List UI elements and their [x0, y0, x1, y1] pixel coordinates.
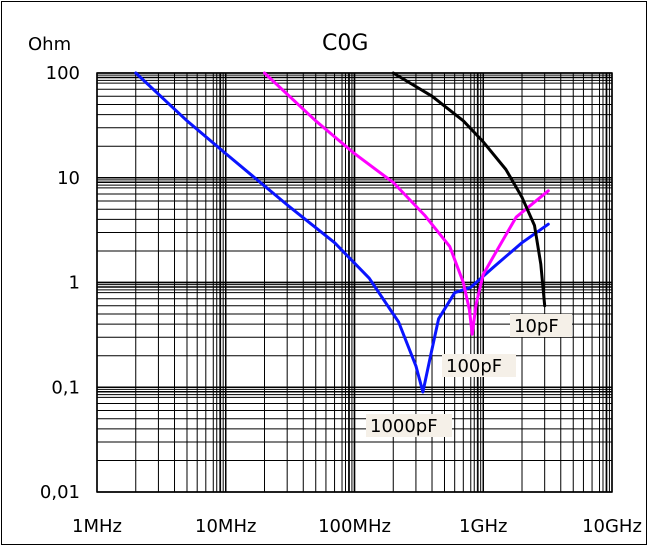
callout-label-100pF: 100pF: [446, 356, 502, 377]
axis-labels: Ohm C0G: [28, 31, 368, 56]
y-tick-label: 100: [46, 63, 80, 84]
x-tick-label: 1MHz: [72, 516, 122, 537]
y-tick-label: 0,01: [40, 482, 80, 503]
x-tick-label: 10MHz: [195, 516, 256, 537]
x-tick-label: 100MHz: [318, 516, 391, 537]
plot-border: [96, 72, 613, 493]
x-tick-label: 1GHz: [459, 516, 507, 537]
callout-label-1000pF: 1000pF: [370, 416, 438, 437]
y-tick-label: 10: [57, 168, 80, 189]
y-tick-label: 1: [69, 273, 80, 294]
callout-bg: [442, 354, 516, 377]
y-axis-label: Ohm: [28, 34, 71, 55]
callout-bg: [510, 314, 572, 337]
callout-bg: [366, 414, 452, 437]
y-tick-label: 0,1: [51, 377, 80, 398]
series-lines: [134, 71, 550, 394]
tick-labels: 1MHz 10MHz 100MHz 1GHz 10GHz 100 10 1 0,1 0,01: [40, 63, 642, 537]
series-line-100pF: [263, 71, 550, 336]
chart-title: C0G: [322, 31, 368, 56]
x-tick-label: 10GHz: [582, 516, 642, 537]
series-line-10pF: [391, 71, 547, 308]
series-callouts: 10pF 100pF 1000pF: [366, 314, 572, 437]
callout-label-10pF: 10pF: [514, 316, 559, 337]
grid: [96, 72, 613, 493]
